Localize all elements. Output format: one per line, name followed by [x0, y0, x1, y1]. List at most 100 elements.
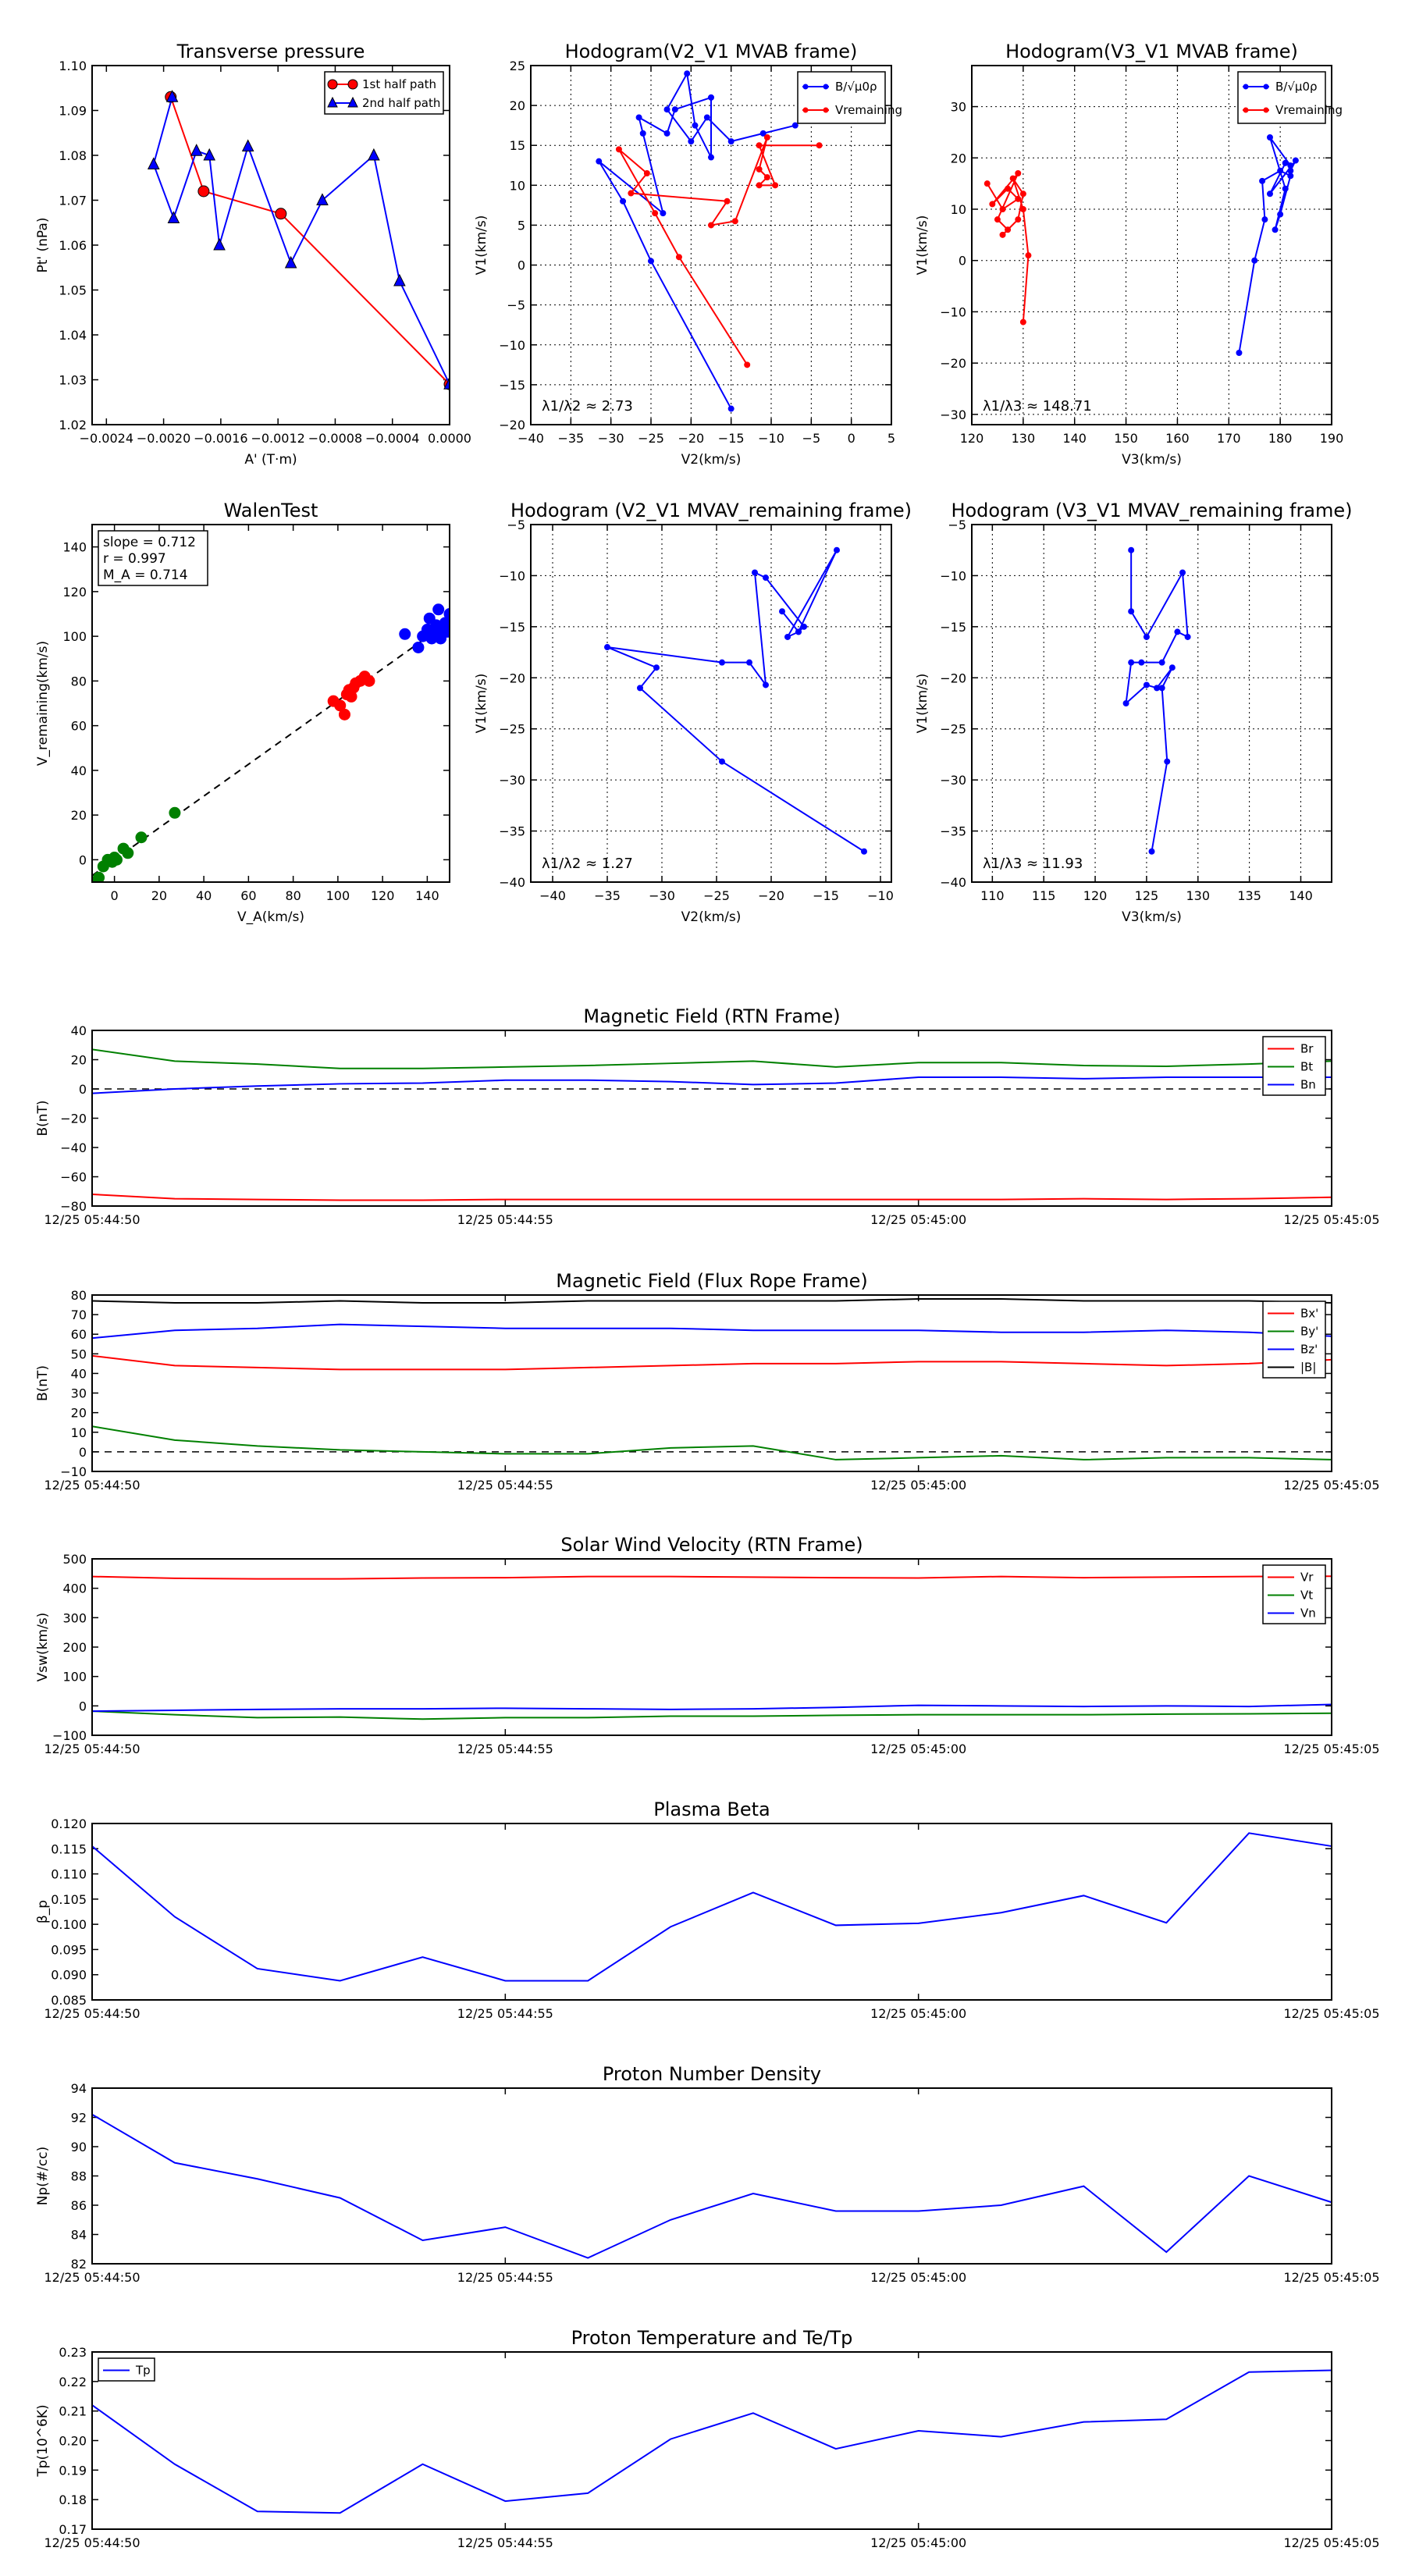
stats-line: slope = 0.712	[103, 535, 196, 550]
legend-marker	[823, 84, 829, 90]
series-line	[1238, 137, 1297, 354]
data-point	[432, 603, 445, 616]
x-tick-label: 12/25 05:45:05	[1283, 1478, 1379, 1493]
legend-label: |B|	[1300, 1361, 1316, 1375]
x-tick-label: −30	[598, 431, 624, 446]
y-tick-label: 80	[71, 1288, 87, 1303]
legend: Vr Vt Vn	[1262, 1564, 1326, 1624]
y-tick-label: −5	[948, 518, 966, 532]
data-point	[1277, 211, 1284, 218]
y-axis-label: V1(km/s)	[474, 674, 489, 734]
legend-marker	[1243, 107, 1249, 113]
data-point	[756, 165, 763, 173]
x-tick-label: −35	[557, 431, 584, 446]
data-point	[703, 114, 710, 121]
y-tick-label: −10	[940, 304, 966, 319]
chart-title: Hodogram(V2_V1 MVAB frame)	[565, 41, 858, 62]
chart-title: Proton Temperature and Te/Tp	[571, 2327, 853, 2349]
axes-frame	[91, 1030, 1332, 1207]
y-tick-label: −15	[940, 620, 966, 635]
data-point	[772, 182, 779, 189]
x-tick-label: −20	[758, 888, 784, 903]
y-tick-label: −10	[940, 568, 966, 583]
y-tick-label: 20	[951, 151, 966, 165]
axes-frame	[530, 524, 892, 883]
y-tick-label: 1.10	[59, 59, 87, 73]
data-point	[190, 144, 203, 156]
chart-h21: Hodogram(V2_V1 MVAB frame) V1(km/s) V2(km/…	[474, 41, 902, 468]
y-tick-label: 0.23	[59, 2345, 87, 2360]
y-tick-label: −30	[499, 773, 525, 788]
y-axis-label: Np(#/cc)	[35, 2147, 51, 2205]
data-point	[756, 142, 763, 149]
x-tick-label: 12/25 05:45:05	[1283, 2270, 1379, 2285]
chart-title: Hodogram (V2_V1 MVAV_remaining frame)	[510, 500, 912, 521]
axes-frame	[91, 1558, 1332, 1736]
data-point	[368, 148, 380, 161]
legend-label: By'	[1300, 1325, 1318, 1339]
legend-label: B/√μ0ρ	[1275, 80, 1318, 94]
legend-label: Vn	[1300, 1606, 1316, 1621]
legend: B/√μ0ρ Vremaining	[1237, 71, 1343, 124]
y-axis-label: β_p	[35, 1900, 51, 1923]
y-tick-label: 0.095	[51, 1942, 87, 1957]
x-tick-label: −0.0016	[194, 431, 247, 446]
x-axis-label: V3(km/s)	[1122, 452, 1182, 468]
legend: Bx' By' Bz' |B|	[1262, 1300, 1326, 1379]
data-point	[1158, 659, 1165, 666]
x-tick-label: 180	[1268, 431, 1293, 446]
x-tick-label: 40	[196, 888, 212, 903]
data-point	[441, 625, 450, 638]
data-point	[989, 201, 996, 208]
data-point	[719, 659, 725, 666]
y-tick-label: −20	[940, 671, 966, 685]
y-tick-label: 0.21	[59, 2404, 87, 2419]
data-point	[1168, 664, 1176, 671]
x-tick-label: 12/25 05:44:55	[457, 2270, 553, 2285]
x-tick-label: −0.0012	[251, 431, 304, 446]
x-tick-label: 135	[1237, 888, 1261, 903]
y-tick-label: 0	[518, 258, 525, 273]
series-line	[606, 550, 865, 852]
eigen-ratio-annotation: λ1/λ2 ≈ 1.27	[542, 856, 633, 872]
y-tick-label: 92	[71, 2111, 87, 2126]
y-tick-label: −15	[499, 378, 525, 393]
y-tick-label: 10	[951, 202, 966, 217]
y-tick-label: 1.03	[59, 373, 87, 388]
data-point	[347, 79, 358, 90]
series-line	[152, 96, 450, 385]
x-tick-label: 12/25 05:44:50	[44, 1742, 140, 1756]
data-point	[203, 148, 216, 161]
y-tick-label: 30	[951, 100, 966, 115]
y-tick-label: −10	[499, 568, 525, 583]
y-tick-label: 0	[79, 1082, 87, 1097]
chart-title: Magnetic Field (Flux Rope Frame)	[556, 1270, 867, 1292]
x-axis-label: V2(km/s)	[681, 909, 742, 925]
data-point	[1148, 848, 1155, 855]
data-point	[861, 848, 867, 855]
y-tick-label: 94	[71, 2081, 87, 2096]
data-point	[643, 170, 650, 176]
y-tick-label: −20	[940, 356, 966, 371]
y-tick-label: −20	[60, 1112, 87, 1126]
series-line	[169, 96, 450, 385]
y-tick-label: 70	[71, 1308, 87, 1322]
x-tick-label: 12/25 05:44:50	[44, 1212, 140, 1227]
data-point	[1282, 159, 1289, 166]
x-tick-label: 120	[371, 888, 395, 903]
data-point	[984, 180, 991, 187]
data-point	[1292, 157, 1299, 164]
y-tick-label: −10	[60, 1464, 87, 1479]
data-point	[110, 853, 123, 866]
x-tick-label: 20	[151, 888, 167, 903]
y-axis-label: B(nT)	[35, 1365, 51, 1401]
data-point	[763, 575, 769, 582]
y-tick-label: 120	[62, 585, 87, 600]
axes-frame	[91, 524, 450, 883]
y-tick-label: 20	[71, 1053, 87, 1068]
x-tick-label: 12/25 05:45:05	[1283, 1212, 1379, 1227]
data-point	[1282, 185, 1289, 192]
x-tick-label: −5	[802, 431, 821, 446]
data-point	[1158, 685, 1165, 692]
data-point	[731, 218, 738, 225]
